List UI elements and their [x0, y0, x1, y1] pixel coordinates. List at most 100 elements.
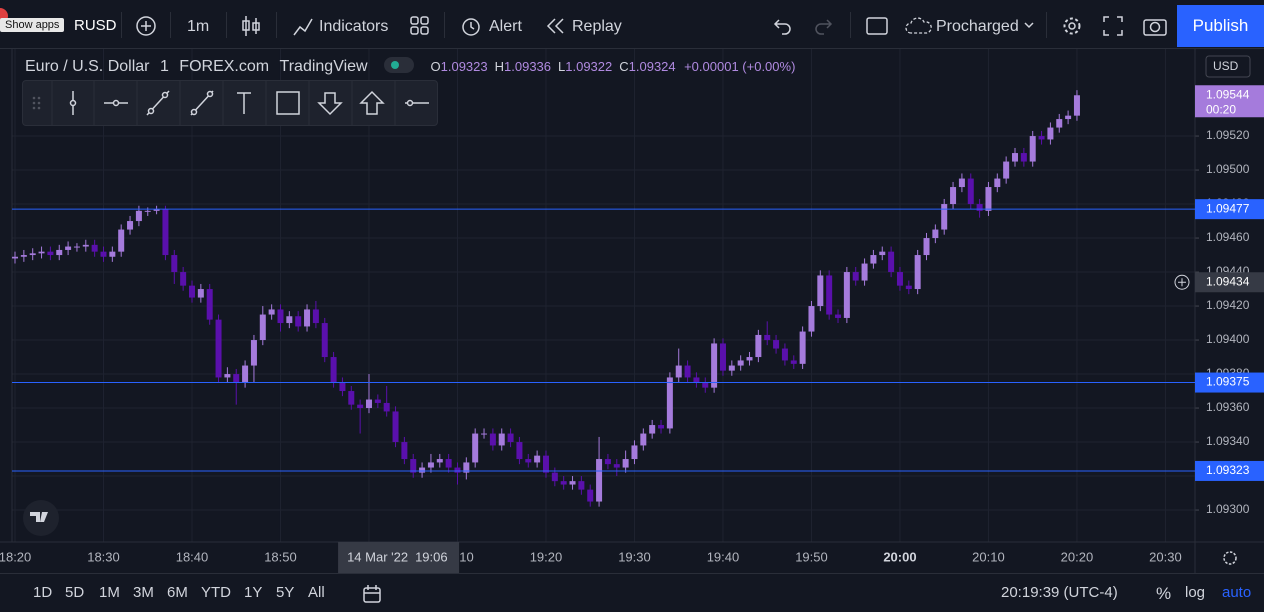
candle-body: [304, 309, 311, 327]
range-button[interactable]: 6M: [167, 584, 188, 601]
price-line-label: 1.09323: [1206, 463, 1250, 477]
candle-body: [242, 365, 249, 383]
log-toggle[interactable]: log: [1185, 584, 1206, 601]
templates[interactable]: [410, 16, 430, 36]
undo[interactable]: [773, 17, 793, 35]
snapshot[interactable]: [1143, 16, 1167, 36]
indicators[interactable]: Indicators: [319, 18, 389, 35]
interval[interactable]: 1m: [187, 18, 210, 35]
candle-body: [348, 391, 355, 405]
add-alert[interactable]: [1174, 274, 1190, 290]
candle-body: [47, 251, 54, 256]
candle-body: [38, 251, 45, 254]
candle-body: [852, 272, 859, 281]
range-button[interactable]: 5D: [65, 584, 85, 601]
currency: USD: [1213, 59, 1239, 73]
x-tick-label: 18:30: [87, 549, 120, 564]
status-badge: [384, 57, 415, 73]
candle-body: [463, 462, 470, 473]
tooltip: Show apps: [0, 18, 65, 32]
candle-body: [489, 433, 496, 446]
range-button[interactable]: 1D: [33, 584, 53, 601]
x-tick-label: 20:10: [972, 549, 1005, 564]
candle-body: [357, 404, 364, 409]
y-tick-label: 1.09400: [1206, 332, 1250, 346]
y-tick-label: 1.09360: [1206, 400, 1250, 414]
auto-toggle[interactable]: auto: [1222, 584, 1252, 601]
publish-button[interactable]: Publish: [1177, 5, 1264, 47]
settings[interactable]: [1061, 15, 1083, 37]
redo[interactable]: [813, 17, 833, 35]
symbol-icon: [0, 8, 8, 24]
candle-body: [861, 263, 868, 281]
goto-date[interactable]: [362, 584, 384, 604]
crosshair-price-bg: [1195, 272, 1264, 293]
candle-body: [82, 244, 89, 247]
candle-body: [551, 472, 558, 482]
candle-body: [985, 187, 992, 211]
candle-body: [666, 377, 673, 429]
replay-icon[interactable]: [546, 17, 566, 35]
range-button[interactable]: 1Y: [244, 584, 263, 601]
x-tick-label: 20:00: [883, 549, 916, 564]
crosshair-time: 19:06: [415, 549, 448, 564]
candle-body: [764, 334, 771, 341]
alert[interactable]: Alert: [489, 18, 522, 35]
x-tick-label: 20:30: [1149, 549, 1182, 564]
candle-body: [365, 399, 372, 409]
x-tick-label: 19:30: [618, 549, 651, 564]
range-button[interactable]: 3M: [133, 584, 154, 601]
candle-body: [1065, 115, 1072, 120]
ohlc-value: 1.09323: [440, 59, 488, 74]
range-button[interactable]: All: [308, 584, 325, 601]
add-symbol[interactable]: [135, 15, 157, 37]
legend-interval: 1: [159, 58, 169, 75]
candle-body: [383, 402, 390, 412]
candle-body: [640, 433, 647, 446]
layout-name[interactable]: Procharged: [936, 18, 1019, 35]
candle-body: [950, 187, 957, 205]
clock: 20:19:39 (UTC-4): [1001, 584, 1118, 601]
candle-body: [622, 459, 629, 468]
ohlc-value: 1.09336: [504, 59, 552, 74]
symbol[interactable]: RUSD: [74, 17, 117, 34]
candle-body: [914, 255, 921, 290]
candle-body: [896, 272, 903, 286]
add-alert-plus: [1178, 278, 1186, 287]
replay[interactable]: Replay: [572, 18, 622, 35]
range-button[interactable]: 1M: [99, 584, 120, 601]
layout-caret[interactable]: [1024, 22, 1034, 30]
candle-body: [374, 399, 381, 403]
candle-body: [1038, 136, 1045, 140]
candle-body: [1073, 95, 1080, 116]
chart-style[interactable]: [240, 14, 262, 38]
candle-body: [994, 178, 1001, 188]
candle-body: [12, 256, 18, 259]
range-button[interactable]: YTD: [201, 584, 231, 601]
fullscreen[interactable]: [1103, 16, 1123, 36]
change: +0.00001 (+0.00%): [684, 59, 796, 74]
candle-body: [1012, 153, 1019, 162]
fullscreen-toggle[interactable]: [866, 17, 888, 35]
time-axis-settings[interactable]: [1223, 551, 1237, 565]
candle-body: [1029, 136, 1036, 162]
candle-body: [392, 411, 399, 443]
tv-logo-mark: [30, 512, 48, 522]
x-tick-label: 19:20: [530, 549, 563, 564]
candle-body: [684, 365, 691, 378]
cloud-icon: [905, 17, 932, 34]
bottom-toolbar: 1D 5D 1M 3M 6M YTD 1Y 5Y All 20:19:39 (UTC-4) % …: [0, 573, 1264, 612]
candle-body: [516, 442, 523, 460]
currency-box[interactable]: [1205, 55, 1251, 78]
last-price-label: 1.09544: [1206, 87, 1250, 101]
legend-exchange: FOREX.com: [179, 58, 270, 75]
candle-body: [180, 272, 187, 286]
alert-icon[interactable]: [459, 15, 483, 37]
percent-toggle[interactable]: %: [1156, 584, 1172, 603]
crosshair-time-bg: [338, 542, 460, 573]
range-button[interactable]: 5Y: [276, 584, 295, 601]
x-tick-label: 20:20: [1061, 549, 1094, 564]
candle-body: [649, 425, 656, 434]
candle-body: [976, 204, 983, 211]
indicators-icon[interactable]: [292, 15, 314, 37]
